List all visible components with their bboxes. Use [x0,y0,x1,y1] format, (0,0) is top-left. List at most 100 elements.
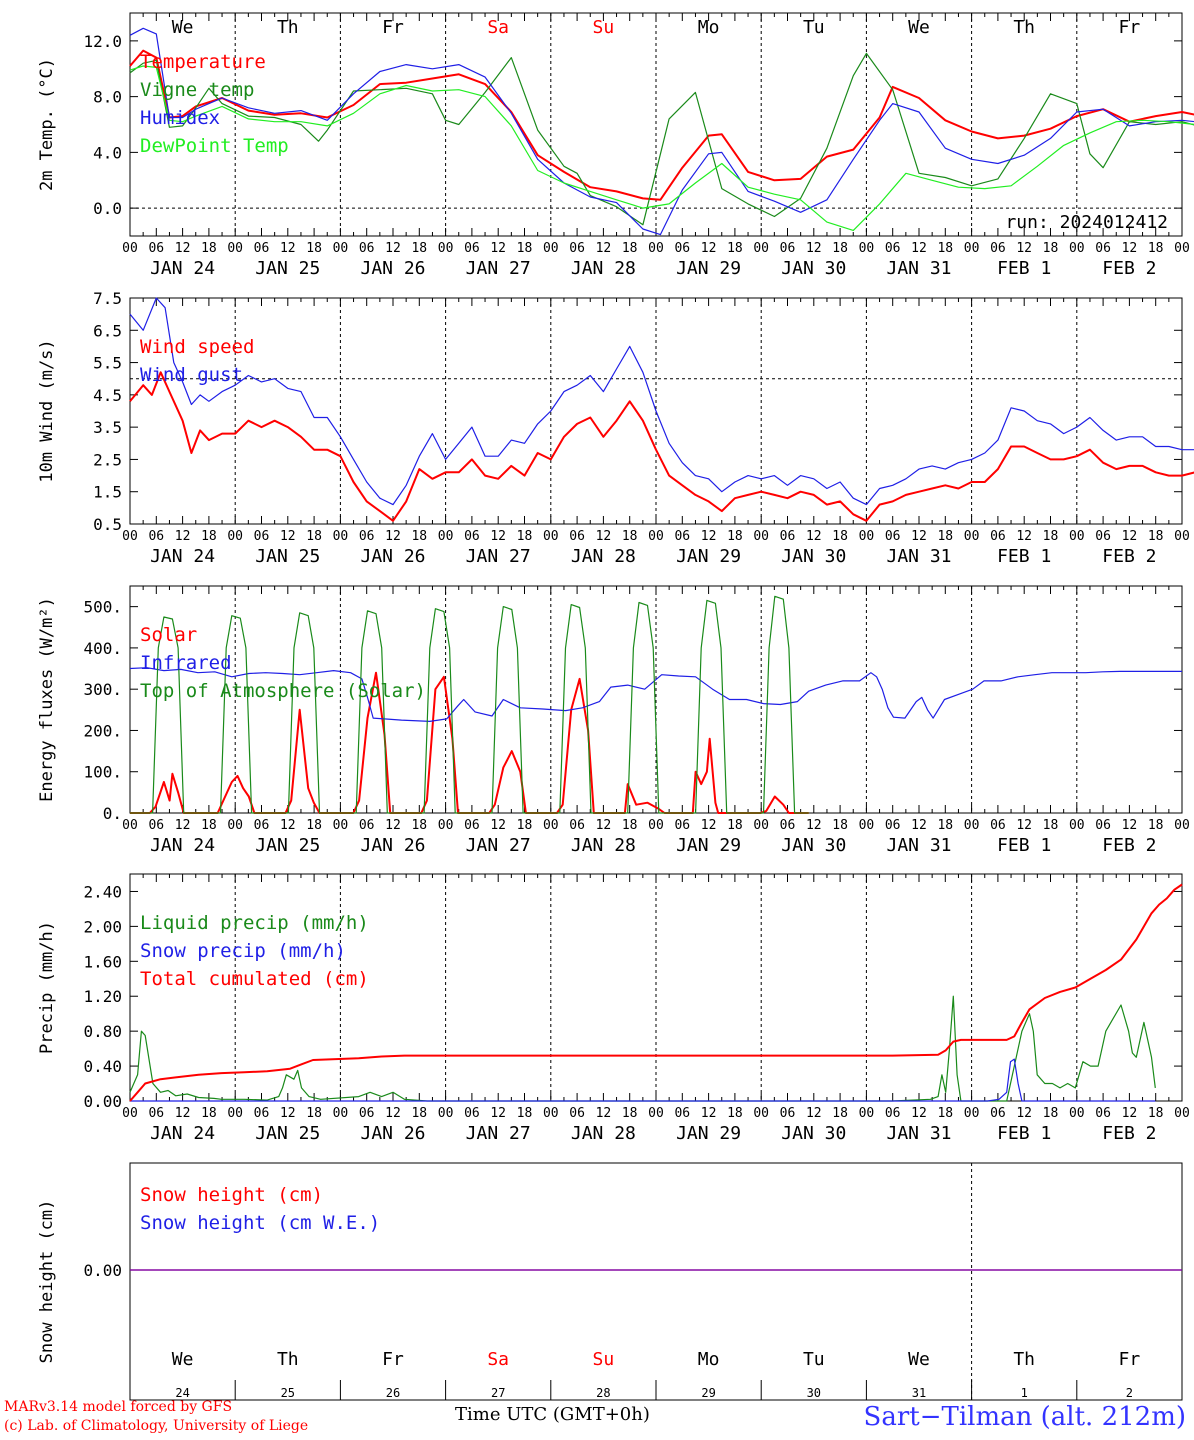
hour-tick-label: 00 [122,1106,138,1121]
hour-tick-label: 00 [964,529,980,544]
hour-tick-label: 00 [1069,1106,1085,1121]
hour-tick-label: 00 [543,1106,559,1121]
hour-tick-label: 06 [148,1106,164,1121]
station-name: Sart−Tilman (alt. 212m) [863,1402,1186,1432]
hour-tick-label: 06 [1095,241,1111,256]
hour-tick-label: 06 [885,529,901,544]
y-axis-label: Snow height (cm) [37,1200,57,1364]
date-label: JAN 26 [360,835,425,856]
date-label: JAN 30 [781,546,846,567]
date-label: JAN 24 [150,835,215,856]
weekday-label: We [172,17,194,38]
y-tick-label: 4.5 [93,386,122,405]
panel-2: 00 06 12 18 JAN 24 00 06 12 18 JAN 25 00 06 12 18 JAN … [37,289,1194,567]
y-axis-label: 10m Wind (m/s) [37,339,57,482]
hour-tick-label: 18 [1148,818,1164,833]
y-tick-label: 0. [103,804,122,823]
y-axis-label: 2m Temp. (°C) [37,58,57,191]
legend-entry: Liquid precip (mm/h) [140,912,369,934]
hour-tick-label: 18 [727,241,743,256]
y-tick-label: 100. [83,763,122,782]
hour-tick-label: 00 [753,1106,769,1121]
hour-tick-label: 18 [517,818,533,833]
hour-tick-label: 18 [517,1106,533,1121]
hour-tick-label: 00 [648,818,664,833]
date-label: JAN 29 [676,258,741,279]
weekday-label: Th [277,1349,299,1370]
legend-entry: Total cumulated (cm) [140,968,369,990]
day-number-label: 1 [1021,1386,1028,1400]
day-number-label: 31 [912,1386,926,1400]
date-label: FEB 2 [1102,835,1156,856]
hour-tick-label: 00 [227,241,243,256]
hour-tick-label: 06 [885,1106,901,1121]
hour-tick-label: 00 [1174,529,1190,544]
hour-tick-label: 18 [411,241,427,256]
y-tick-label: 1.60 [83,952,122,971]
hour-tick-label: 00 [859,241,875,256]
lab-credit: (c) Lab. of Climatology, University of L… [4,1418,309,1434]
hour-tick-label: 06 [1095,529,1111,544]
time-axis-label: Time UTC (GMT+0h) [455,1404,650,1425]
hour-tick-label: 18 [1148,241,1164,256]
hour-tick-label: 12 [701,1106,717,1121]
y-tick-label: 6.5 [93,321,122,340]
hour-tick-label: 18 [411,1106,427,1121]
hour-tick-label: 18 [1043,818,1059,833]
legend-entry: Snow precip (mm/h) [140,940,346,962]
hour-tick-label: 00 [1069,529,1085,544]
hour-tick-label: 06 [674,529,690,544]
hour-tick-label: 12 [806,818,822,833]
y-axis-label: Precip (mm/h) [37,921,57,1054]
date-label: JAN 24 [150,258,215,279]
hour-tick-label: 12 [1016,818,1032,833]
hour-tick-label: 06 [1095,818,1111,833]
hour-tick-label: 12 [175,1106,191,1121]
panel-5: 0.00 Snow height (cm) Snow height (cm) Snow… [37,1162,1183,1401]
legend-entry: Top of Atmosphere (Solar) [140,680,426,702]
hour-tick-label: 06 [780,818,796,833]
hour-tick-label: 06 [780,1106,796,1121]
date-label: JAN 27 [466,1123,531,1144]
hour-tick-label: 18 [201,818,217,833]
legend-entry: Humidex [140,107,220,129]
hour-tick-label: 18 [517,529,533,544]
hour-tick-label: 12 [596,1106,612,1121]
y-tick-label: 12.0 [83,32,122,51]
date-label: JAN 29 [676,546,741,567]
weekday-label: Tu [803,17,825,38]
date-label: JAN 28 [571,258,636,279]
weekday-label: Th [1013,1349,1035,1370]
hour-tick-label: 18 [622,1106,638,1121]
date-label: JAN 24 [150,546,215,567]
weekday-label: We [172,1349,194,1370]
y-tick-label: 5.5 [93,354,122,373]
hour-tick-label: 06 [254,241,270,256]
hour-tick-label: 00 [438,1106,454,1121]
hour-tick-label: 18 [411,818,427,833]
date-label: FEB 1 [997,1123,1051,1144]
hour-tick-label: 18 [201,529,217,544]
hour-tick-label: 06 [569,1106,585,1121]
hour-tick-label: 00 [227,529,243,544]
hour-tick-label: 00 [1174,241,1190,256]
y-tick-label: 0.0 [93,199,122,218]
y-tick-label: 2.00 [83,917,122,936]
hour-tick-label: 18 [937,1106,953,1121]
hour-tick-label: 00 [859,529,875,544]
date-label: JAN 29 [676,835,741,856]
y-tick-label: 500. [83,598,122,617]
hour-tick-label: 18 [1148,1106,1164,1121]
hour-tick-label: 12 [1016,529,1032,544]
day-number-label: 2 [1126,1386,1133,1400]
hour-tick-label: 00 [1174,818,1190,833]
hour-tick-label: 06 [254,529,270,544]
legend-entry: Temperature [140,51,266,73]
date-label: JAN 27 [466,546,531,567]
hour-tick-label: 06 [359,1106,375,1121]
hour-tick-label: 18 [201,241,217,256]
hour-tick-label: 06 [254,818,270,833]
panel-3: 00 06 12 18 JAN 24 00 06 12 18 JAN 25 00 06 12 18 JAN … [37,585,1190,856]
hour-tick-label: 18 [622,529,638,544]
hour-tick-label: 18 [306,818,322,833]
